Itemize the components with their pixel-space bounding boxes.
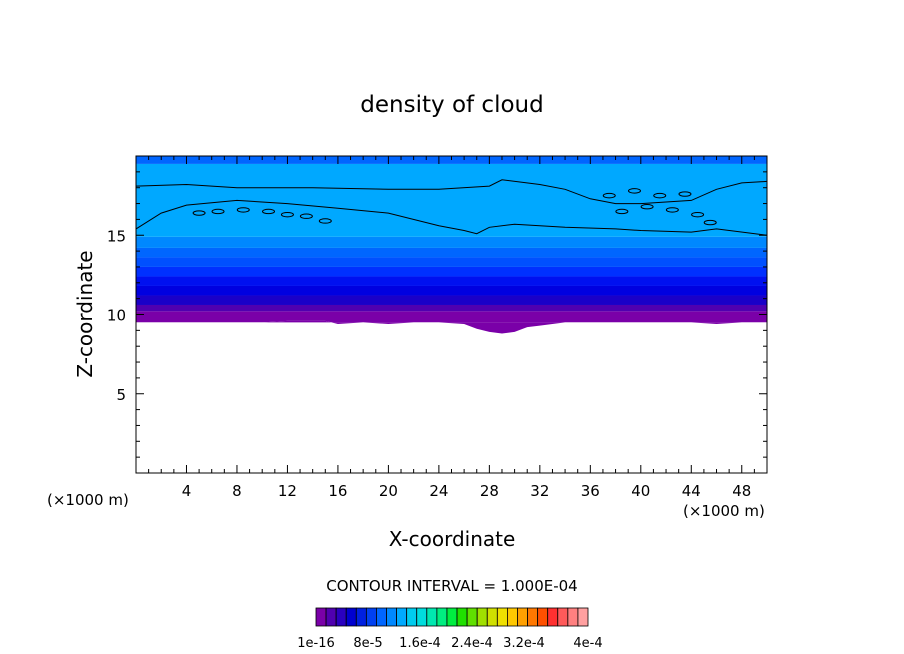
colorbar-label: 3.2e-4 — [503, 636, 545, 651]
contour-loop-2 — [236, 207, 250, 213]
colorbar-swatch — [537, 607, 549, 627]
y-tick-label: 10 — [107, 307, 126, 325]
x-tick-label: 44 — [682, 482, 701, 500]
colorbar-label: 1e-16 — [297, 636, 335, 651]
colorbar — [315, 607, 589, 627]
colorbar-swatch — [567, 607, 579, 627]
colorbar-swatch — [446, 607, 458, 627]
contour-loop-3 — [262, 208, 276, 215]
x-tick-label: 28 — [480, 482, 499, 500]
colorbar-swatch — [355, 607, 367, 627]
colorbar-swatch — [376, 607, 387, 627]
y-tick-label: 5 — [116, 386, 126, 404]
colorbar-swatch — [496, 607, 508, 627]
colorbar-swatch — [396, 607, 408, 627]
colorbar-swatch — [386, 607, 397, 627]
density-band-9 — [136, 163, 767, 237]
x-tick-label: 20 — [379, 482, 398, 500]
colorbar-swatch — [577, 607, 589, 627]
colorbar-label: 8e-5 — [353, 636, 382, 651]
density-band-0 — [136, 311, 767, 323]
x-tick-label: 24 — [429, 482, 448, 500]
contour-loop-6 — [318, 218, 332, 224]
density-band-8 — [136, 236, 767, 248]
x-tick-label: 40 — [631, 482, 650, 500]
contour-loop-13 — [678, 191, 692, 197]
density-band-3 — [136, 285, 767, 296]
contour-loop-7 — [602, 192, 616, 199]
contour-loop-12 — [665, 207, 679, 213]
density-band-1 — [136, 304, 767, 312]
colorbar-swatch — [426, 607, 438, 627]
contour-loop-14 — [691, 211, 705, 218]
chart-title: density of cloud — [360, 92, 543, 118]
contour-interval-label: CONTOUR INTERVAL = 1.000E-04 — [326, 577, 577, 595]
density-band-6 — [136, 257, 767, 267]
y-axis-label: Z-coordinate — [73, 250, 97, 377]
contour-detail-loops — [192, 188, 717, 226]
colorbar-swatch — [365, 607, 377, 627]
colorbar-swatch — [436, 607, 448, 627]
colorbar-swatch — [517, 607, 528, 627]
colorbar-swatch — [466, 607, 478, 627]
x-axis: 4 8 12 16 20 24 28 32 36 40 44 48 — [148, 156, 755, 500]
colorbar-swatch — [335, 607, 347, 627]
colorbar-swatch — [527, 607, 539, 627]
colorbar-swatch — [547, 607, 559, 627]
x-tick-label: 48 — [732, 482, 751, 500]
y-axis: 5 10 15 — [107, 171, 767, 458]
colorbar-label: 4e-4 — [573, 636, 602, 651]
density-band-2 — [136, 295, 767, 305]
density-band-5 — [136, 266, 767, 277]
density-band-4 — [136, 276, 767, 286]
colorbar-swatch — [406, 607, 418, 627]
x-tick-label: 4 — [182, 482, 192, 500]
x-tick-label: 12 — [278, 482, 297, 500]
contour-loop-10 — [640, 204, 654, 210]
colorbar-labels: 1e-16 8e-5 1.6e-4 2.4e-4 3.2e-4 4e-4 — [297, 636, 602, 651]
contour-loop-4 — [280, 211, 294, 218]
x-unit-right: (×1000 m) — [683, 502, 765, 520]
contour-line-upper — [135, 179, 768, 205]
colorbar-swatch — [507, 607, 518, 627]
contour-loop-0 — [192, 210, 206, 216]
plot-area — [135, 155, 768, 474]
density-band-7 — [136, 247, 767, 258]
colorbar-swatch — [345, 607, 357, 627]
colorbar-swatch — [456, 607, 468, 627]
cloud-base-fill — [136, 320, 767, 473]
colorbar-label: 1.6e-4 — [399, 636, 441, 651]
colorbar-swatch — [486, 607, 498, 627]
colorbar-swatch — [325, 607, 337, 627]
x-axis-label: X-coordinate — [389, 527, 516, 551]
colorbar-swatch — [315, 607, 327, 627]
x-unit-left: (×1000 m) — [47, 491, 129, 509]
contour-line-lower — [135, 199, 768, 236]
x-tick-label: 16 — [328, 482, 347, 500]
colorbar-swatch — [416, 607, 428, 627]
colorbar-label: 2.4e-4 — [451, 636, 493, 651]
y-tick-label: 15 — [107, 227, 126, 245]
x-tick-label: 8 — [232, 482, 242, 500]
x-tick-label: 36 — [581, 482, 600, 500]
contour-loop-9 — [627, 188, 641, 194]
contour-loop-11 — [653, 192, 667, 199]
x-tick-label: 32 — [530, 482, 549, 500]
contour-loop-1 — [211, 208, 225, 215]
contour-loop-15 — [703, 219, 717, 226]
contour-loop-8 — [615, 208, 629, 215]
density-bands — [136, 156, 767, 323]
colorbar-swatch — [557, 607, 569, 627]
colorbar-swatch — [476, 607, 488, 627]
contour-loop-5 — [299, 213, 313, 219]
